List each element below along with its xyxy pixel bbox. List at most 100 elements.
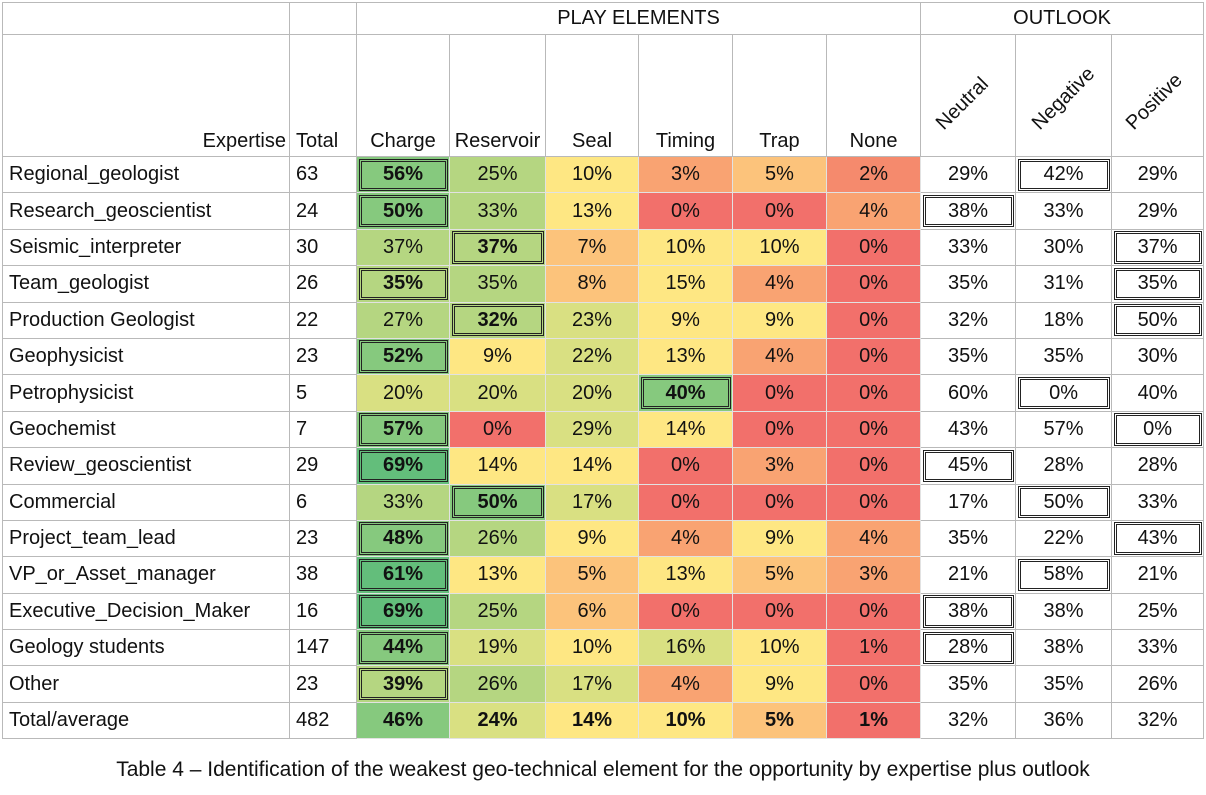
- cell-seal: 9%: [545, 519, 639, 558]
- cell-timing: 4%: [638, 665, 733, 703]
- table-row: Project_team_lead 23 48% 26% 9% 4% 9% 4% 35% 22% 4…: [2, 519, 1205, 558]
- cell-reservoir: 50%: [449, 483, 546, 521]
- cell-positive: 29%: [1111, 192, 1205, 230]
- cell-neutral: 38%: [920, 592, 1017, 631]
- table-row: Production Geologist 22 27% 32% 23% 9% 9% 0% 32%…: [2, 301, 1205, 339]
- outlook-header: OUTLOOK: [920, 2, 1205, 35]
- cell-none: 0%: [825, 337, 922, 376]
- cell-timing: 16%: [638, 629, 733, 667]
- row-total-cell: 23: [289, 337, 357, 376]
- row-total-cell: 23: [289, 665, 357, 703]
- row-expertise-cell: Research_geoscientist: [2, 192, 290, 230]
- cell-trap: 3%: [732, 447, 827, 485]
- cell-none: 0%: [825, 665, 922, 703]
- cell-none: 0%: [825, 447, 922, 485]
- table-row: Total/average 482 46% 24% 14% 10% 5% 1% 32% 36% 32…: [2, 701, 1205, 740]
- cell-reservoir: 26%: [449, 665, 546, 703]
- row-expertise-cell: Petrophysicist: [2, 374, 290, 412]
- cell-reservoir: 26%: [449, 519, 546, 558]
- cell-reservoir: 0%: [449, 410, 546, 449]
- cell-timing: 9%: [638, 301, 733, 339]
- cell-reservoir: 13%: [449, 556, 546, 594]
- cell-positive: 43%: [1111, 519, 1205, 558]
- row-expertise-cell: Seismic_interpreter: [2, 228, 290, 267]
- table-row: Research_geoscientist 24 50% 33% 13% 0% 0% 4% 38…: [2, 192, 1205, 230]
- cell-timing: 13%: [638, 337, 733, 376]
- cell-charge: 33%: [356, 483, 450, 521]
- cell-timing: 0%: [638, 192, 733, 230]
- cell-reservoir: 24%: [449, 701, 546, 740]
- cell-trap: 0%: [732, 592, 827, 631]
- row-total-cell: 22: [289, 301, 357, 339]
- cell-charge: 46%: [356, 701, 450, 740]
- table-row: Seismic_interpreter 30 37% 37% 7% 10% 10% 0% 33%…: [2, 228, 1205, 267]
- cell-charge: 39%: [356, 665, 450, 703]
- row-expertise-cell: Project_team_lead: [2, 519, 290, 558]
- cell-timing: 0%: [638, 592, 733, 631]
- cell-seal: 14%: [545, 701, 639, 740]
- results-table: PLAY ELEMENTS OUTLOOK Expertise Total Ch…: [2, 2, 1205, 740]
- cell-negative: 30%: [1015, 228, 1113, 267]
- cell-seal: 10%: [545, 155, 639, 194]
- table-row: Geology students 147 44% 19% 10% 16% 10% 1% 28% 3…: [2, 629, 1205, 667]
- cell-negative: 35%: [1015, 337, 1113, 376]
- cell-trap: 9%: [732, 519, 827, 558]
- cell-positive: 21%: [1111, 556, 1205, 594]
- cell-trap: 4%: [732, 337, 827, 376]
- cell-timing: 3%: [638, 155, 733, 194]
- table-row: Regional_geologist 63 56% 25% 10% 3% 5% 2% 29% 42…: [2, 155, 1205, 194]
- cell-neutral: 35%: [920, 519, 1017, 558]
- table-row: Petrophysicist 5 20% 20% 20% 40% 0% 0% 60% 0% 40%: [2, 374, 1205, 412]
- cell-reservoir: 32%: [449, 301, 546, 339]
- cell-positive: 25%: [1111, 592, 1205, 631]
- cell-reservoir: 25%: [449, 155, 546, 194]
- cell-charge: 48%: [356, 519, 450, 558]
- cell-negative: 0%: [1015, 374, 1113, 412]
- row-expertise-cell: Total/average: [2, 701, 290, 740]
- row-expertise-cell: Review_geoscientist: [2, 447, 290, 485]
- cell-trap: 5%: [732, 556, 827, 594]
- col-total: Total: [289, 34, 357, 157]
- row-total-cell: 6: [289, 483, 357, 521]
- row-total-cell: 16: [289, 592, 357, 631]
- cell-positive: 37%: [1111, 228, 1205, 267]
- cell-seal: 17%: [545, 665, 639, 703]
- row-total-cell: 63: [289, 155, 357, 194]
- row-total-cell: 38: [289, 556, 357, 594]
- cell-neutral: 32%: [920, 701, 1017, 740]
- column-header-row: Expertise Total Charge Reservoir Seal Ti…: [2, 34, 1205, 157]
- cell-reservoir: 33%: [449, 192, 546, 230]
- cell-seal: 23%: [545, 301, 639, 339]
- cell-charge: 57%: [356, 410, 450, 449]
- row-expertise-cell: Executive_Decision_Maker: [2, 592, 290, 631]
- cell-neutral: 35%: [920, 265, 1017, 303]
- cell-negative: 38%: [1015, 592, 1113, 631]
- cell-none: 1%: [825, 629, 922, 667]
- table-caption: Table 4 – Identification of the weakest …: [116, 758, 1090, 781]
- cell-seal: 6%: [545, 592, 639, 631]
- table-row: Geochemist 7 57% 0% 29% 14% 0% 0% 43% 57% 0%: [2, 410, 1205, 449]
- row-expertise-cell: Production Geologist: [2, 301, 290, 339]
- row-total-cell: 7: [289, 410, 357, 449]
- cell-negative: 31%: [1015, 265, 1113, 303]
- cell-none: 0%: [825, 483, 922, 521]
- cell-neutral: 17%: [920, 483, 1017, 521]
- cell-negative: 57%: [1015, 410, 1113, 449]
- col-trap: Trap: [732, 34, 827, 157]
- cell-reservoir: 14%: [449, 447, 546, 485]
- table-row: Review_geoscientist 29 69% 14% 14% 0% 3% 0% 45% 2…: [2, 447, 1205, 485]
- cell-reservoir: 35%: [449, 265, 546, 303]
- cell-charge: 56%: [356, 155, 450, 194]
- cell-seal: 20%: [545, 374, 639, 412]
- col-charge: Charge: [356, 34, 450, 157]
- cell-charge: 44%: [356, 629, 450, 667]
- cell-positive: 40%: [1111, 374, 1205, 412]
- cell-seal: 29%: [545, 410, 639, 449]
- cell-reservoir: 19%: [449, 629, 546, 667]
- col-positive: Positive: [1111, 34, 1205, 157]
- table-row: Commercial 6 33% 50% 17% 0% 0% 0% 17% 50% 33%: [2, 483, 1205, 521]
- col-negative: Negative: [1015, 34, 1113, 157]
- cell-none: 1%: [825, 701, 922, 740]
- cell-charge: 69%: [356, 447, 450, 485]
- cell-seal: 22%: [545, 337, 639, 376]
